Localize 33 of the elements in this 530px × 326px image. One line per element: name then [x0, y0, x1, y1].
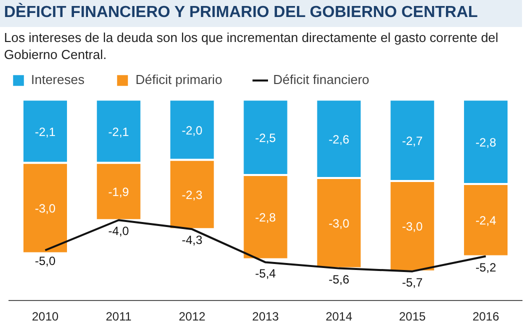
data-label: -5,7 [402, 275, 424, 290]
data-label: -4,0 [108, 224, 130, 238]
data-label: -2,8 [255, 210, 276, 224]
x-tick-label: 2014 [326, 309, 353, 324]
data-label: -2,3 [182, 188, 203, 202]
data-label: -2,5 [255, 130, 276, 145]
data-label: -2,1 [34, 124, 56, 139]
data-label: -1,9 [108, 184, 130, 199]
data-label: -3,0 [34, 201, 56, 216]
data-label: -2,4 [475, 213, 496, 228]
data-label: -2,1 [108, 124, 130, 139]
x-tick-label: 2011 [106, 309, 132, 324]
data-label: -5,0 [34, 254, 56, 268]
data-label: -5,2 [475, 260, 496, 274]
data-label: -2,6 [328, 132, 350, 146]
x-tick-label: 2015 [399, 309, 426, 324]
data-label: -5,4 [255, 266, 276, 280]
x-tick-label: 2012 [178, 309, 206, 324]
data-label: -3,0 [328, 216, 350, 230]
data-label: -5,6 [328, 272, 350, 286]
x-tick-label: 2016 [472, 309, 500, 324]
data-label: -2,0 [182, 123, 203, 138]
data-label: -2,8 [475, 135, 496, 150]
legend-label: Déficit financiero [273, 72, 370, 88]
x-tick-label: 2010 [32, 309, 59, 324]
data-label: -4,3 [182, 233, 203, 248]
data-label: -3,0 [402, 219, 424, 234]
chart-subtitle: Los intereses de la deuda son los que incrementan directamente el gasto corrente del Gobierno Central. [4, 28, 500, 63]
chart-title: DÈFICIT FINANCIERO Y PRIMARIO DEL GOBIERNO CENTRAL [4, 2, 478, 23]
legend-label: Intereses [31, 72, 84, 88]
x-tick-label: 2013 [252, 309, 280, 324]
legend-label: Déficit primario [135, 72, 222, 88]
data-label: -2,7 [402, 134, 424, 148]
